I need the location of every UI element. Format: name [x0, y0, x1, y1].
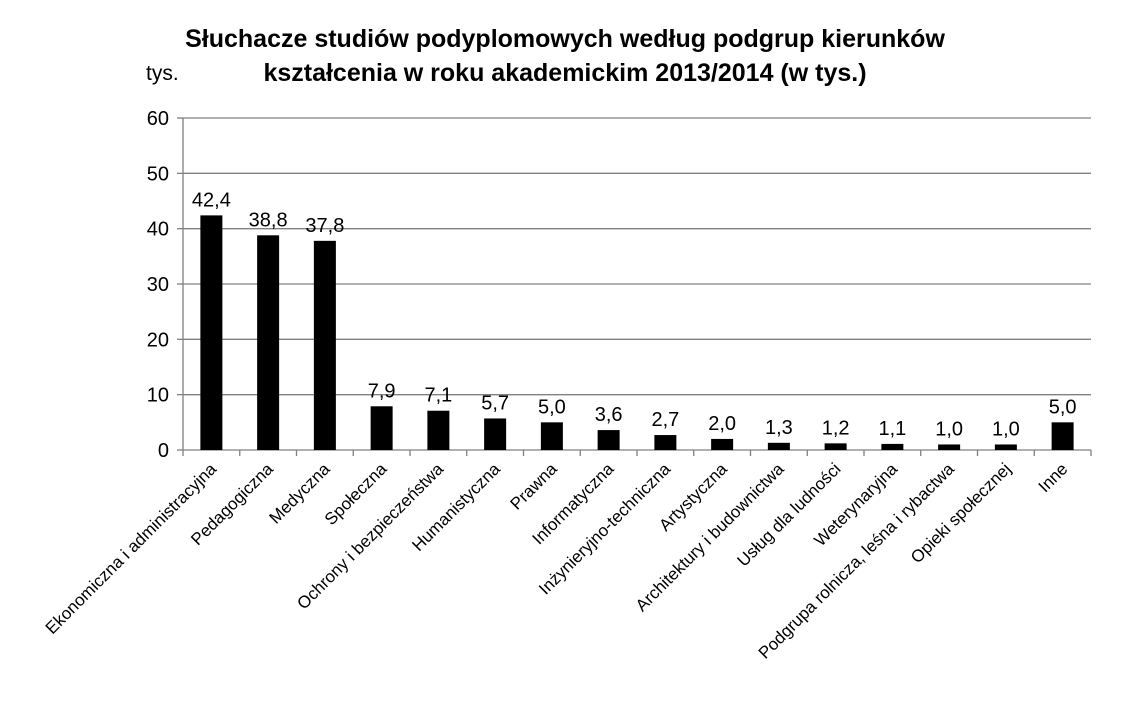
- y-tick-label: 60: [147, 108, 169, 130]
- data-label: 1,2: [822, 417, 850, 439]
- bar: [711, 438, 734, 450]
- data-label: 2,0: [708, 413, 736, 435]
- bar: [824, 443, 847, 450]
- bar: [654, 435, 677, 450]
- data-label: 37,8: [305, 215, 344, 237]
- data-label: 38,8: [249, 209, 288, 231]
- bar: [597, 430, 620, 450]
- y-tick-label: 40: [147, 219, 169, 241]
- data-label: 5,0: [1049, 396, 1077, 418]
- data-label: 1,3: [765, 417, 793, 439]
- data-label: 5,0: [538, 396, 566, 418]
- data-label: 7,1: [424, 385, 452, 407]
- chart-title-line-1: Słuchacze studiów podyplomowych według p…: [185, 25, 945, 53]
- category-label: Prawna: [507, 459, 562, 514]
- data-label: 2,7: [651, 409, 679, 431]
- y-axis-unit-label: tys.: [146, 62, 179, 85]
- bar: [427, 410, 450, 450]
- y-tick-label: 20: [147, 329, 169, 351]
- bar: [484, 418, 507, 450]
- bar: [767, 442, 790, 450]
- data-label: 1,0: [935, 418, 963, 440]
- y-tick-label: 0: [158, 440, 169, 462]
- chart-title-line-2: kształcenia w roku akademickim 2013/2014…: [263, 59, 867, 87]
- bar: [881, 443, 904, 450]
- data-label: 3,6: [595, 404, 623, 426]
- bar: [200, 215, 223, 450]
- data-label: 1,0: [992, 418, 1020, 440]
- category-label: Opieki społecznej: [907, 459, 1015, 567]
- y-tick-label: 50: [147, 163, 169, 185]
- y-tick-label: 30: [147, 274, 169, 296]
- data-label: 1,1: [878, 418, 906, 440]
- y-tick-label: 10: [147, 385, 169, 407]
- category-label: Usług dla ludności: [733, 459, 844, 570]
- category-label: Inne: [1035, 459, 1072, 496]
- data-label: 5,7: [481, 392, 509, 414]
- chart-title: Słuchacze studiów podyplomowych według p…: [130, 22, 1000, 90]
- bar: [257, 235, 280, 450]
- category-label: Ekonomiczna i administracyjna: [42, 459, 221, 638]
- data-label: 7,9: [368, 380, 396, 402]
- bar: [370, 406, 393, 450]
- bar: [938, 444, 961, 450]
- bar: [313, 240, 336, 450]
- bar: [1051, 422, 1074, 450]
- bar: [540, 422, 563, 450]
- data-label: 42,4: [192, 189, 231, 211]
- bar: [994, 444, 1017, 450]
